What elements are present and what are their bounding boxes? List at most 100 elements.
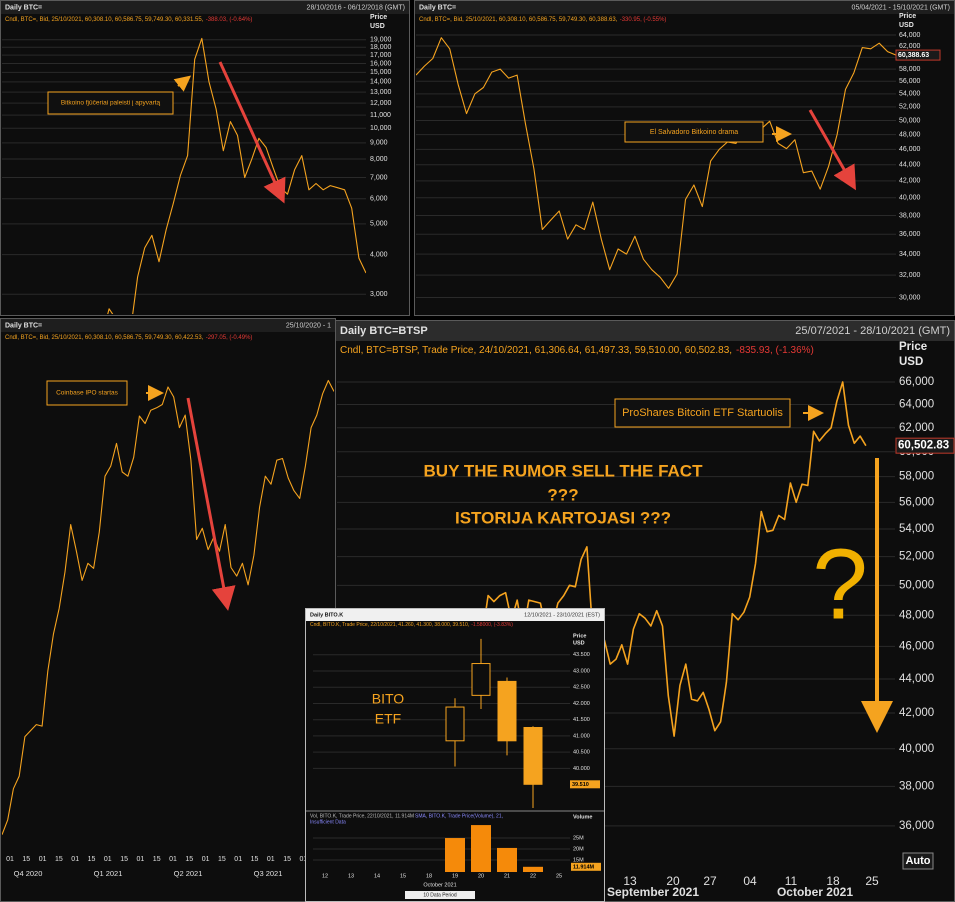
x-tick-label: 19 [452, 873, 458, 879]
info-text: Cndl, BTC=, Bid, 25/10/2021, 60,308.10, … [419, 17, 618, 23]
y-tick-label: 42,000 [899, 707, 934, 719]
x-tick-label: 01 [234, 856, 242, 863]
candle-body [445, 706, 465, 742]
candle-body [471, 663, 491, 696]
change-text: -297.05, (-0.49%) [206, 335, 253, 341]
y-tick-label: 4,000 [370, 251, 388, 258]
panel-bg [0, 318, 336, 902]
annotation: Coinbase IPO startas [56, 390, 119, 397]
annotation: ISTORIJA KARTOJASI ??? [455, 508, 671, 527]
x-tick-label: 01 [267, 856, 275, 863]
chart-title: Daily BTC= [5, 4, 42, 11]
volume-bar [445, 838, 465, 872]
info-text: Cndl, BTC=BTSP, Trade Price, 24/10/2021,… [340, 345, 732, 356]
y-tick-label: 17,000 [370, 52, 392, 59]
chart-title: Daily BITO.K [310, 612, 343, 618]
y-tick-label: 12,000 [370, 100, 392, 107]
x-tick-label: 01 [137, 856, 145, 863]
y-tick-label: 40.500 [573, 750, 590, 756]
y-tick-label: 7,000 [370, 174, 388, 181]
x-tick-label: 21 [504, 873, 510, 879]
y-tick-label: 44,000 [899, 162, 921, 169]
y-tick-label: 48,000 [899, 609, 934, 621]
info-line: Cndl, BITO.K, Trade Price, 22/10/2021, 4… [310, 622, 513, 628]
x-tick-label: 14 [374, 873, 380, 879]
y-tick-label: 41.000 [573, 733, 590, 739]
date-range: 25/10/2020 - 1 [286, 322, 331, 329]
volume-bar [471, 825, 491, 872]
y-axis-label: Price [370, 14, 387, 21]
y-tick-label: 14,000 [370, 79, 392, 86]
annotation-box [614, 398, 791, 428]
x-tick-label: 01 [300, 856, 308, 863]
y-tick-label: 56,000 [899, 496, 934, 508]
x-tick-label: 01 [169, 856, 177, 863]
y-tick-label: 10,000 [370, 125, 392, 132]
y-tick-label: 42.000 [573, 701, 590, 707]
x-period-label: Q1 2021 [94, 869, 123, 878]
y-tick-label: 6,000 [370, 196, 388, 203]
y-tick-label: 48,000 [899, 131, 921, 138]
change-text: -1.58000, (-3.83%) [471, 622, 513, 628]
y-tick-label: 34,000 [899, 251, 921, 258]
auto-button[interactable] [902, 852, 934, 870]
x-tick-label: 01 [104, 856, 112, 863]
y-tick-label: 36,000 [899, 231, 921, 238]
x-period-label: Q4 2020 [14, 869, 43, 878]
x-tick-label: 15 [185, 856, 193, 863]
y-tick-label: 13,000 [370, 89, 392, 96]
y-tick-label: 46,000 [899, 146, 921, 153]
date-range: 12/10/2021 - 23/10/2021 (EST) [524, 612, 600, 618]
sma-note: Insufficient Data [310, 819, 346, 825]
header-bar [415, 1, 954, 14]
y-tick-label: 43.500 [573, 652, 590, 658]
price-marker: 60,502.83 [898, 440, 949, 452]
annotation: BUY THE RUMOR SELL THE FACT [424, 461, 704, 480]
annotation: ? [812, 528, 868, 640]
price-line [107, 37, 366, 314]
y-axis-label: Price [573, 633, 586, 639]
plot-area [2, 379, 334, 835]
header-bar [1, 1, 409, 14]
x-tick-label: 15 [218, 856, 226, 863]
volume-marker: 11.914M [573, 864, 595, 870]
x-tick-label: 25 [865, 874, 879, 888]
x-period-label: Q2 2021 [174, 869, 203, 878]
y-tick-label: 52,000 [899, 104, 921, 111]
x-tick-label: 01 [71, 856, 79, 863]
y-tick-label: 41.500 [573, 717, 590, 723]
y-axis-label: USD [370, 23, 385, 30]
info-text: Cndl, BTC=, Bid, 25/10/2021, 60,308.10, … [5, 335, 204, 341]
chart-panel: Daily BTC= 25/10/2020 - 1 Cndl, BTC=, Bid,… [0, 318, 336, 902]
x-tick-label: 15 [400, 873, 406, 879]
footer: 10 Data Period [423, 892, 457, 898]
x-tick-label: 01 [6, 856, 14, 863]
change-text: -330.95, (-0.55%) [620, 17, 667, 23]
y-tick-label: 15M [573, 857, 584, 863]
x-tick-label: 11 [785, 874, 798, 888]
chart-title: Daily BTC= [419, 4, 456, 11]
info-line: Cndl, BTC=, Bid, 25/10/2021, 60,308.10, … [5, 335, 252, 341]
x-tick-label: 20 [666, 874, 680, 888]
y-tick-label: 8,000 [370, 156, 388, 163]
y-tick-label: 15,000 [370, 69, 392, 76]
y-axis-label: Price [899, 13, 916, 20]
x-tick-label: 27 [703, 874, 717, 888]
auto-button-label[interactable]: Auto [905, 855, 930, 867]
y-tick-label: 54,000 [899, 91, 921, 98]
chart-panel: Daily BITO.K 12/10/2021 - 23/10/2021 (EST… [305, 608, 605, 902]
info-line: Cndl, BTC=, Bid, 25/10/2021, 60,308.10, … [5, 17, 252, 23]
y-tick-label: 20M [573, 846, 584, 852]
x-period-label: October 2021 [777, 885, 853, 899]
x-tick-label: 18 [826, 874, 840, 888]
y-tick-label: 52,000 [899, 551, 934, 563]
x-tick-label: 15 [88, 856, 96, 863]
x-tick-label: 15 [283, 856, 291, 863]
y-tick-label: 30,000 [899, 294, 921, 301]
x-tick-label: 15 [55, 856, 63, 863]
candle-body [497, 680, 517, 742]
x-tick-label: 04 [743, 874, 757, 888]
y-tick-label: 5,000 [370, 221, 388, 228]
y-tick-label: 36,000 [899, 820, 934, 832]
